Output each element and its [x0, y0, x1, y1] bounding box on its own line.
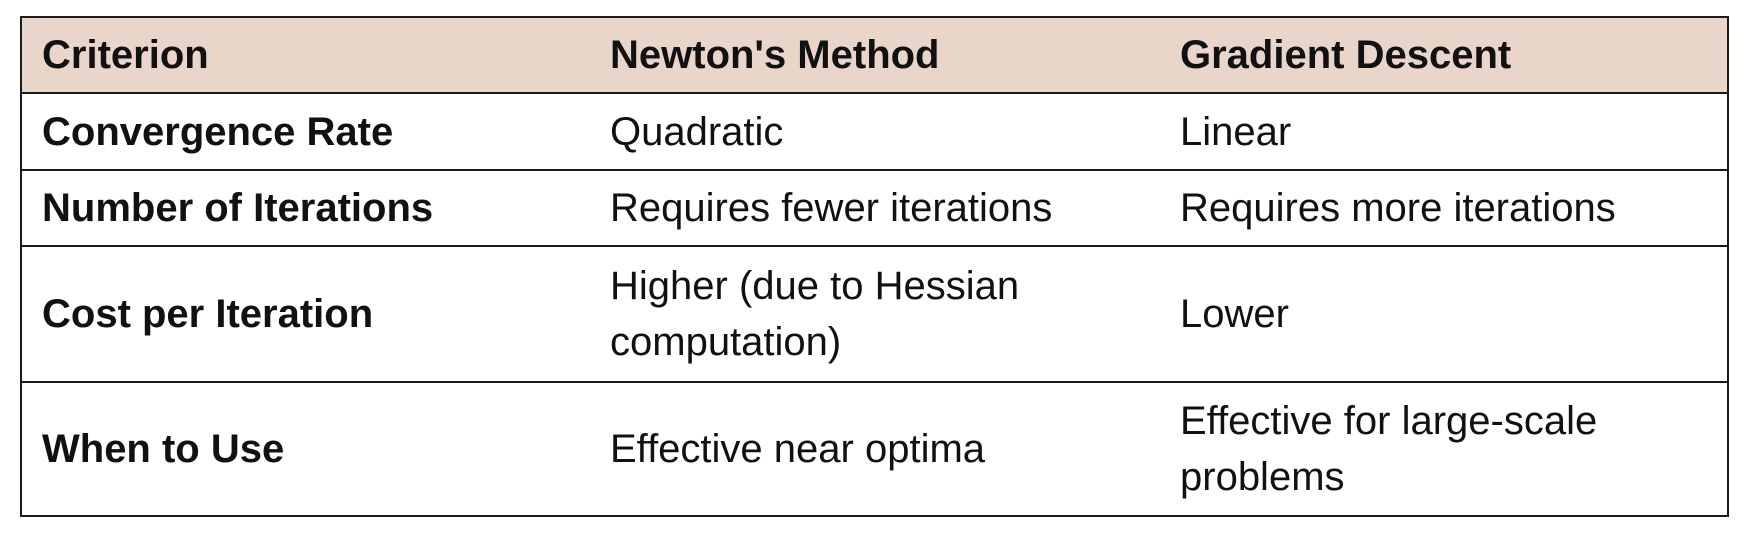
- value-cell: Requires more iterations: [1160, 169, 1729, 247]
- criterion-cell: Cost per Iteration: [20, 245, 590, 383]
- value-cell: Quadratic: [590, 92, 1160, 171]
- header-cell: Criterion: [20, 16, 590, 94]
- value-cell: Higher (due to Hessian computation): [590, 245, 1160, 383]
- table-row: When to Use Effective near optima Effectiv…: [20, 381, 1729, 517]
- header-cell: Newton's Method: [590, 16, 1160, 94]
- table-row: Cost per Iteration Higher (due to Hessian…: [20, 245, 1729, 383]
- comparison-table: Criterion Newton's Method Gradient Desce…: [20, 16, 1729, 517]
- criterion-cell: Number of Iterations: [20, 169, 590, 247]
- value-cell: Lower: [1160, 245, 1729, 383]
- criterion-cell: Convergence Rate: [20, 92, 590, 171]
- value-cell: Requires fewer iterations: [590, 169, 1160, 247]
- table-row: Number of Iterations Requires fewer itera…: [20, 169, 1729, 247]
- header-cell: Gradient Descent: [1160, 16, 1729, 94]
- header-row: Criterion Newton's Method Gradient Desce…: [20, 16, 1729, 94]
- table-body: Convergence Rate Quadratic Linear Number of…: [20, 92, 1729, 517]
- value-cell: Effective for large-scale problems: [1160, 381, 1729, 517]
- criterion-cell: When to Use: [20, 381, 590, 517]
- value-cell: Linear: [1160, 92, 1729, 171]
- value-cell: Effective near optima: [590, 381, 1160, 517]
- table-row: Convergence Rate Quadratic Linear: [20, 92, 1729, 171]
